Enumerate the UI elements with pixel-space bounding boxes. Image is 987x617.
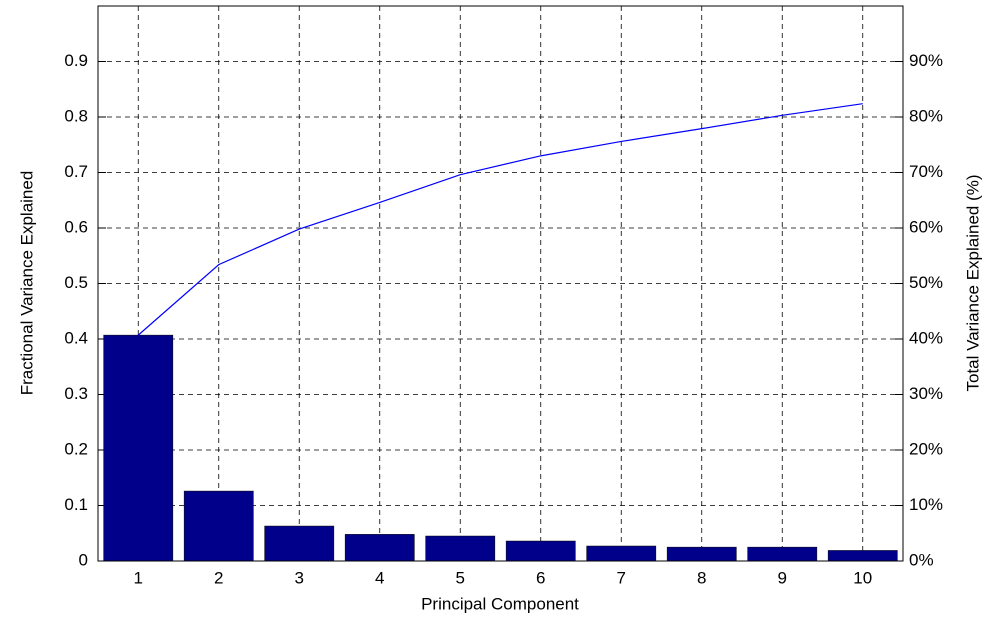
y2-tick-label: 80% xyxy=(909,106,943,125)
bar xyxy=(747,546,818,562)
y-tick-label: 0.5 xyxy=(64,273,88,292)
x-tick-label: 3 xyxy=(295,568,304,587)
y2-axis-label: Total Variance Explained (%) xyxy=(963,174,982,391)
y-tick-label: 0.9 xyxy=(64,51,88,70)
plot-frame xyxy=(97,5,904,562)
bar xyxy=(505,540,576,562)
x-tick-label: 9 xyxy=(778,568,787,587)
x-tick-label: 5 xyxy=(456,568,465,587)
y2-tick-label: 20% xyxy=(909,439,943,458)
y2-tick-label: 10% xyxy=(909,495,943,514)
x-tick-label: 8 xyxy=(697,568,706,587)
x-axis-label: Principal Component xyxy=(421,594,579,613)
y-tick-label: 0.7 xyxy=(64,162,88,181)
bar xyxy=(827,550,898,562)
bar xyxy=(425,535,496,562)
y2-tick-label: 40% xyxy=(909,328,943,347)
y-tick-label: 0.4 xyxy=(64,328,88,347)
y2-tick-label: 0% xyxy=(909,550,934,569)
y-tick-label: 0.6 xyxy=(64,217,88,236)
x-tick-label: 10 xyxy=(853,568,872,587)
x-tick-label: 7 xyxy=(617,568,626,587)
bar xyxy=(103,334,174,562)
y2-tick-label: 60% xyxy=(909,217,943,236)
bar xyxy=(586,545,657,562)
y2-tick-label: 70% xyxy=(909,162,943,181)
y-tick-label: 0.1 xyxy=(64,495,88,514)
x-tick-label: 4 xyxy=(375,568,384,587)
x-tick-label: 1 xyxy=(134,568,143,587)
y-axis-label: Fractional Variance Explained xyxy=(17,171,36,396)
y2-tick-label: 50% xyxy=(909,273,943,292)
y-tick-label: 0 xyxy=(79,550,88,569)
bar xyxy=(344,534,415,562)
x-tick-label: 6 xyxy=(536,568,545,587)
bar xyxy=(183,490,254,562)
bar xyxy=(264,525,335,562)
y-tick-label: 0.3 xyxy=(64,384,88,403)
x-tick-label: 2 xyxy=(214,568,223,587)
y2-tick-label: 30% xyxy=(909,384,943,403)
cumulative-line xyxy=(137,103,863,336)
y2-tick-label: 90% xyxy=(909,51,943,70)
y-tick-label: 0.2 xyxy=(64,439,88,458)
y-tick-label: 0.8 xyxy=(64,106,88,125)
bar xyxy=(666,546,737,562)
